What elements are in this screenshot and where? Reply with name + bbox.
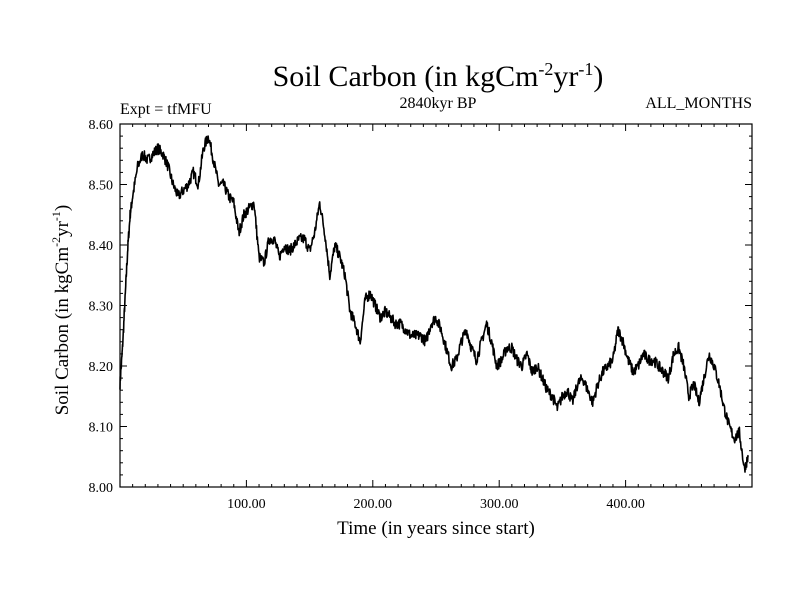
y-tick-label: 8.40 (89, 239, 114, 254)
x-tick-label: 400.00 (606, 497, 645, 512)
y-tick-label: 8.50 (89, 179, 114, 194)
series-layer (119, 135, 749, 473)
experiment-label: Expt = tfMFU (120, 101, 212, 118)
y-axis: 8.00 8.10 8.20 8.30 8.40 8.50 8.60 (89, 118, 752, 496)
y-tick-label: 8.00 (89, 481, 114, 496)
y-tick-label: 8.60 (89, 118, 114, 133)
series-line-soil-carbon (119, 135, 749, 473)
y-tick-label: 8.10 (89, 421, 114, 436)
plot-frame (119, 123, 753, 488)
y-tick-label: 8.30 (89, 300, 114, 315)
y-axis-label: Soil Carbon (in kgCm-2yr-1) (49, 205, 73, 416)
x-tick-label: 100.00 (227, 497, 266, 512)
chart-title: Soil Carbon (in kgCm-2yr-1) (273, 59, 604, 93)
y-tick-label: 8.20 (89, 360, 114, 375)
x-axis: 100.00 200.00 300.00 400.00 (132, 124, 740, 512)
months-label: ALL_MONTHS (645, 95, 752, 112)
x-tick-label: 200.00 (354, 497, 393, 512)
x-tick-label: 300.00 (480, 497, 519, 512)
epoch-label: 2840kyr BP (400, 95, 477, 112)
x-axis-label: Time (in years since start) (337, 518, 535, 539)
